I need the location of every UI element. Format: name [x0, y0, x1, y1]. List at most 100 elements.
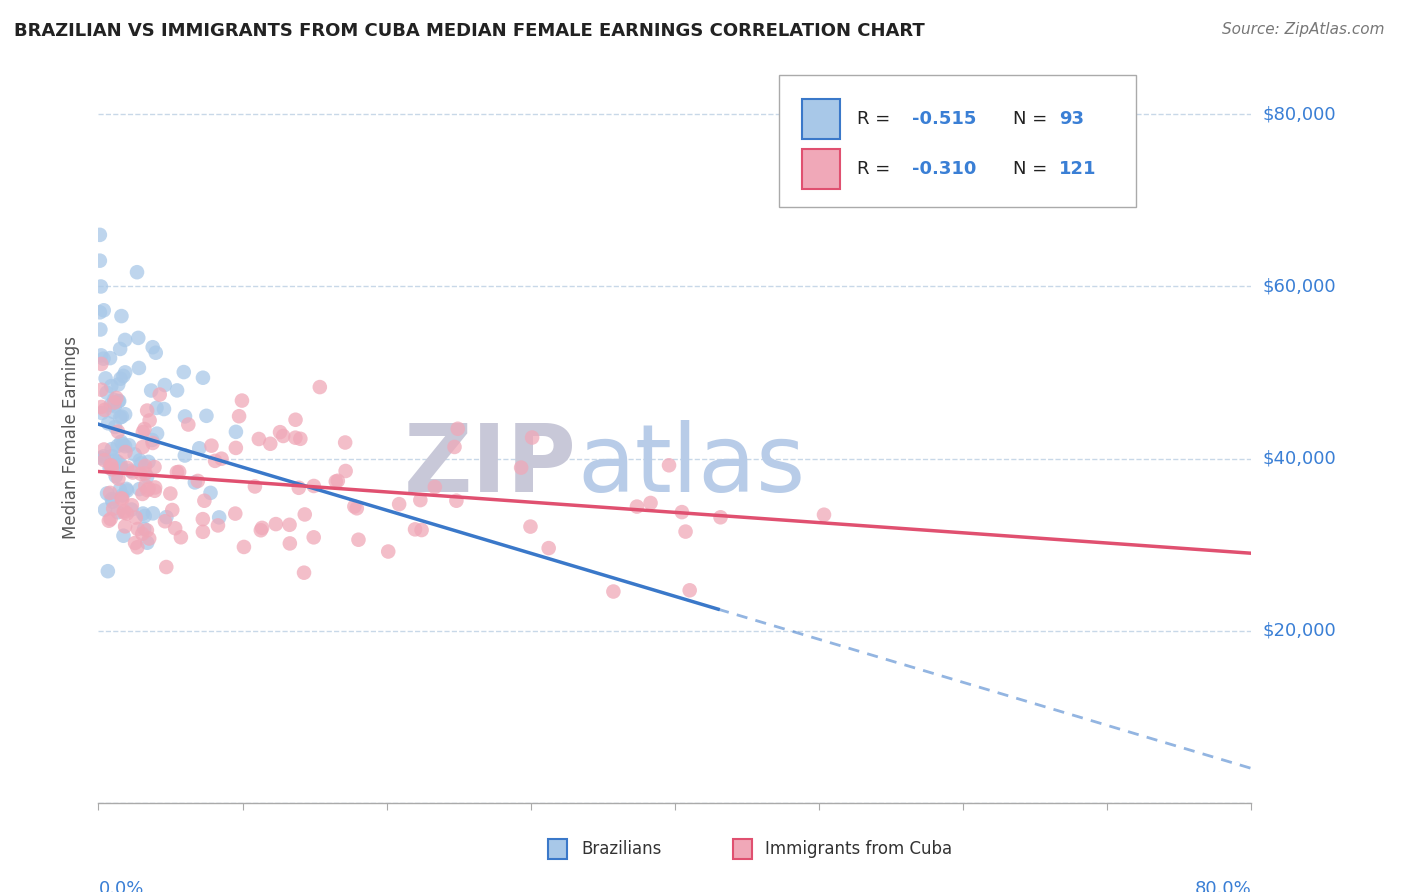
Point [136, 535, 159, 549]
Point [138, 532, 160, 546]
Point [142, 340, 165, 354]
Text: 0.0%: 0.0% [98, 880, 143, 892]
Point [200, 439, 222, 453]
Text: N =: N = [1012, 161, 1053, 178]
Point [411, 523, 433, 537]
Point [100, 398, 122, 412]
Point [208, 510, 231, 524]
Point [211, 451, 233, 466]
Point [110, 309, 132, 323]
Point [224, 507, 246, 521]
Point [145, 345, 167, 359]
Point [278, 536, 301, 550]
Point [93, 453, 115, 467]
Point [207, 518, 229, 533]
Point [114, 519, 136, 533]
Point [675, 524, 697, 539]
Point [134, 467, 156, 481]
Point [110, 372, 132, 386]
Point [136, 403, 159, 417]
Point [110, 434, 132, 449]
Point [602, 584, 624, 599]
Point [166, 384, 188, 398]
Point [97, 417, 120, 431]
Point [128, 361, 150, 376]
Point [166, 465, 188, 479]
Point [191, 370, 214, 384]
Point [308, 380, 330, 394]
Point [333, 435, 356, 450]
Point [93, 450, 115, 464]
FancyBboxPatch shape [733, 838, 752, 859]
Point [141, 433, 163, 447]
Point [112, 368, 135, 383]
Point [187, 474, 209, 488]
Point [111, 492, 134, 507]
Point [155, 560, 177, 574]
Point [110, 491, 132, 505]
Point [153, 402, 176, 417]
Point [143, 460, 166, 475]
Point [94, 371, 117, 385]
Point [134, 458, 156, 473]
Point [250, 523, 273, 537]
Point [104, 420, 127, 434]
Point [93, 351, 115, 366]
Point [131, 487, 153, 501]
Point [302, 530, 325, 544]
Point [111, 409, 134, 424]
Point [510, 460, 533, 475]
Point [343, 500, 366, 514]
Point [132, 425, 155, 439]
Point [671, 505, 693, 519]
Point [142, 507, 165, 521]
Point [146, 426, 169, 441]
Point [173, 449, 195, 463]
Point [107, 455, 129, 469]
Point [90, 451, 112, 466]
Point [89, 305, 111, 319]
Point [243, 479, 266, 493]
Point [143, 483, 166, 498]
Point [225, 425, 247, 439]
Point [271, 429, 294, 443]
Point [326, 474, 349, 488]
Point [97, 564, 120, 578]
Point [107, 472, 129, 486]
Text: -0.310: -0.310 [912, 161, 977, 178]
Point [250, 521, 273, 535]
Point [97, 514, 120, 528]
Point [377, 544, 399, 558]
FancyBboxPatch shape [779, 75, 1136, 207]
Point [93, 442, 115, 457]
Point [292, 566, 315, 580]
Point [125, 265, 148, 279]
Text: N =: N = [1012, 110, 1053, 128]
Point [121, 466, 143, 480]
Point [100, 458, 122, 473]
Point [114, 407, 136, 421]
Text: Source: ZipAtlas.com: Source: ZipAtlas.com [1222, 22, 1385, 37]
Point [347, 533, 370, 547]
Point [108, 394, 131, 409]
Point [90, 406, 112, 420]
Point [128, 453, 150, 467]
Text: $20,000: $20,000 [1263, 622, 1336, 640]
Point [173, 365, 195, 379]
Point [115, 460, 138, 475]
Point [278, 517, 301, 532]
FancyBboxPatch shape [801, 99, 839, 139]
Point [145, 401, 167, 415]
Point [124, 447, 146, 461]
Point [103, 405, 125, 419]
Text: BRAZILIAN VS IMMIGRANTS FROM CUBA MEDIAN FEMALE EARNINGS CORRELATION CHART: BRAZILIAN VS IMMIGRANTS FROM CUBA MEDIAN… [14, 22, 925, 40]
Text: $60,000: $60,000 [1263, 277, 1336, 295]
Point [446, 493, 468, 508]
Point [114, 439, 136, 453]
Point [107, 425, 129, 439]
Text: 121: 121 [1059, 161, 1097, 178]
Point [284, 431, 307, 445]
Text: $40,000: $40,000 [1263, 450, 1336, 467]
Point [111, 437, 134, 451]
Point [290, 432, 312, 446]
